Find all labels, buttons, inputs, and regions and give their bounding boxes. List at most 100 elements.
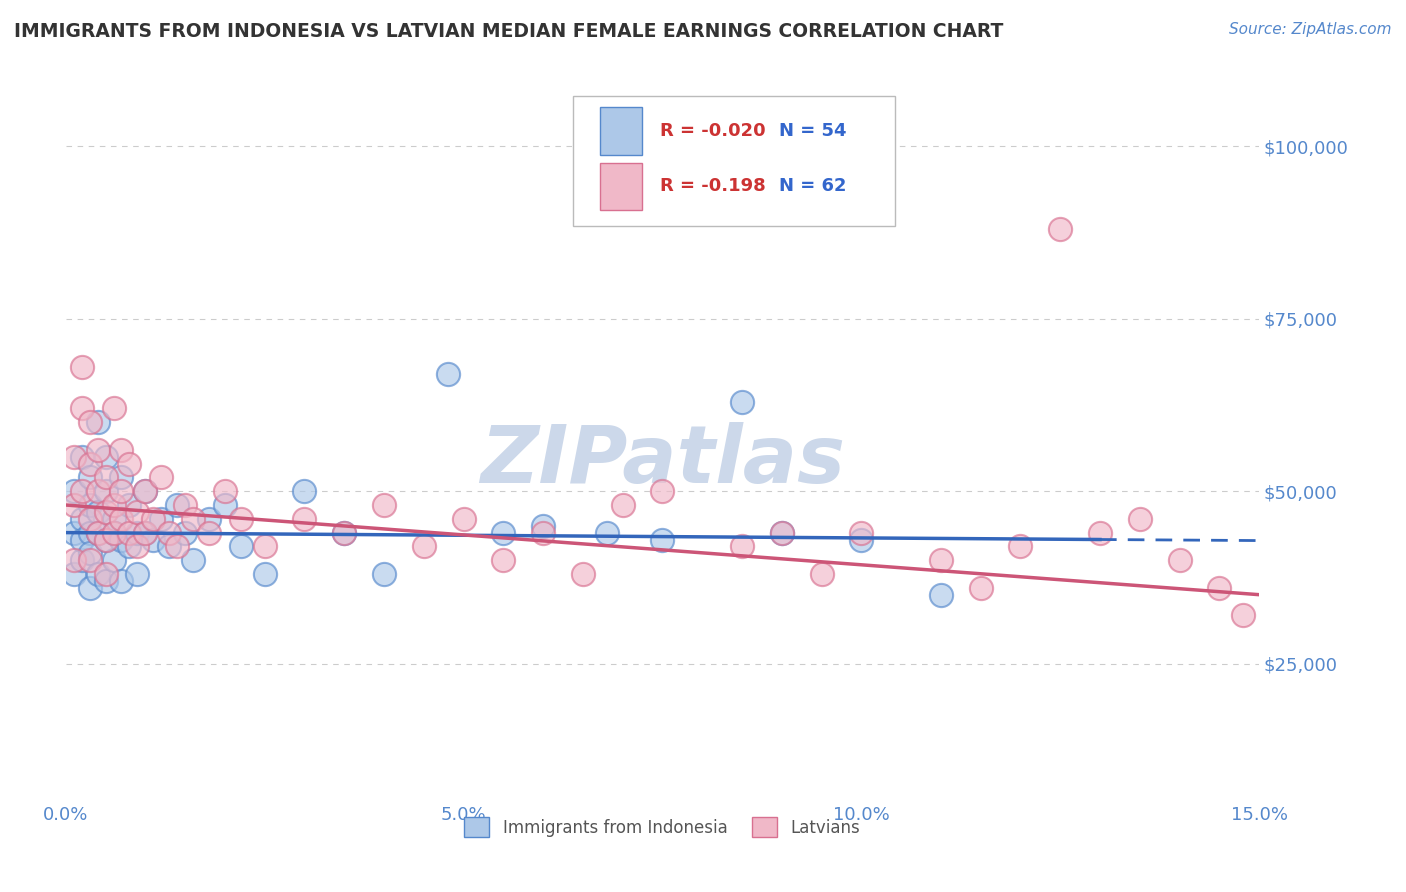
Point xyxy=(142,533,165,547)
Point xyxy=(86,505,108,519)
Point xyxy=(1129,512,1152,526)
Point xyxy=(412,540,434,554)
Point xyxy=(86,525,108,540)
Point xyxy=(150,512,173,526)
Point xyxy=(62,553,84,567)
Text: R = -0.198: R = -0.198 xyxy=(659,178,766,195)
Point xyxy=(453,512,475,526)
Point xyxy=(79,553,101,567)
Point xyxy=(1208,581,1230,595)
Point xyxy=(94,566,117,581)
Point xyxy=(79,457,101,471)
Point xyxy=(118,540,141,554)
Point xyxy=(731,540,754,554)
Point xyxy=(103,553,125,567)
Point xyxy=(1168,553,1191,567)
Point xyxy=(70,401,93,416)
Point xyxy=(181,553,204,567)
Point xyxy=(851,533,873,547)
Point xyxy=(94,574,117,588)
Point xyxy=(174,525,197,540)
Point xyxy=(70,533,93,547)
Point xyxy=(134,484,156,499)
Point xyxy=(103,512,125,526)
Point xyxy=(79,525,101,540)
Text: N = 62: N = 62 xyxy=(779,178,846,195)
Point xyxy=(70,450,93,464)
Point xyxy=(651,533,673,547)
Point xyxy=(127,505,149,519)
Point xyxy=(531,518,554,533)
Point xyxy=(79,415,101,429)
Point xyxy=(110,442,132,457)
Point xyxy=(770,525,793,540)
Point xyxy=(127,566,149,581)
Point xyxy=(731,394,754,409)
Point xyxy=(79,498,101,512)
Point xyxy=(198,525,221,540)
Point xyxy=(181,512,204,526)
FancyBboxPatch shape xyxy=(600,108,643,154)
Text: ZIPatlas: ZIPatlas xyxy=(479,422,845,500)
Point xyxy=(110,533,132,547)
Point xyxy=(70,484,93,499)
Text: R = -0.020: R = -0.020 xyxy=(659,122,766,140)
Point xyxy=(94,505,117,519)
Point xyxy=(110,484,132,499)
Point xyxy=(103,498,125,512)
Point xyxy=(373,498,395,512)
Text: Source: ZipAtlas.com: Source: ZipAtlas.com xyxy=(1229,22,1392,37)
Point xyxy=(110,574,132,588)
Point xyxy=(157,525,180,540)
Point xyxy=(94,470,117,484)
Point xyxy=(127,525,149,540)
Point xyxy=(62,498,84,512)
Point xyxy=(294,484,316,499)
Point xyxy=(929,588,952,602)
Point xyxy=(612,498,634,512)
Point xyxy=(198,512,221,526)
Point xyxy=(1010,540,1032,554)
Point xyxy=(70,553,93,567)
Point xyxy=(150,470,173,484)
Point xyxy=(134,484,156,499)
Point xyxy=(79,546,101,560)
Point xyxy=(810,566,832,581)
Point xyxy=(1088,525,1111,540)
Point xyxy=(110,512,132,526)
Point xyxy=(127,540,149,554)
Text: N = 54: N = 54 xyxy=(779,122,846,140)
Point xyxy=(253,566,276,581)
Point xyxy=(86,484,108,499)
Point xyxy=(333,525,356,540)
Point xyxy=(1232,608,1254,623)
Point xyxy=(174,498,197,512)
Point xyxy=(62,525,84,540)
Point xyxy=(86,442,108,457)
Point xyxy=(118,525,141,540)
Point xyxy=(118,498,141,512)
Point xyxy=(157,540,180,554)
Text: IMMIGRANTS FROM INDONESIA VS LATVIAN MEDIAN FEMALE EARNINGS CORRELATION CHART: IMMIGRANTS FROM INDONESIA VS LATVIAN MED… xyxy=(14,22,1004,41)
Point xyxy=(492,553,515,567)
Point xyxy=(94,533,117,547)
Point xyxy=(373,566,395,581)
Point xyxy=(110,470,132,484)
Point xyxy=(531,525,554,540)
Point xyxy=(62,450,84,464)
FancyBboxPatch shape xyxy=(600,163,643,210)
Point xyxy=(103,401,125,416)
Point xyxy=(70,512,93,526)
Point xyxy=(103,525,125,540)
Point xyxy=(94,533,117,547)
Point xyxy=(492,525,515,540)
Point xyxy=(770,525,793,540)
Point xyxy=(214,484,236,499)
Point xyxy=(166,540,188,554)
Point xyxy=(79,581,101,595)
Point xyxy=(103,525,125,540)
Point xyxy=(94,484,117,499)
Point xyxy=(969,581,991,595)
Point xyxy=(62,566,84,581)
Point xyxy=(229,512,252,526)
